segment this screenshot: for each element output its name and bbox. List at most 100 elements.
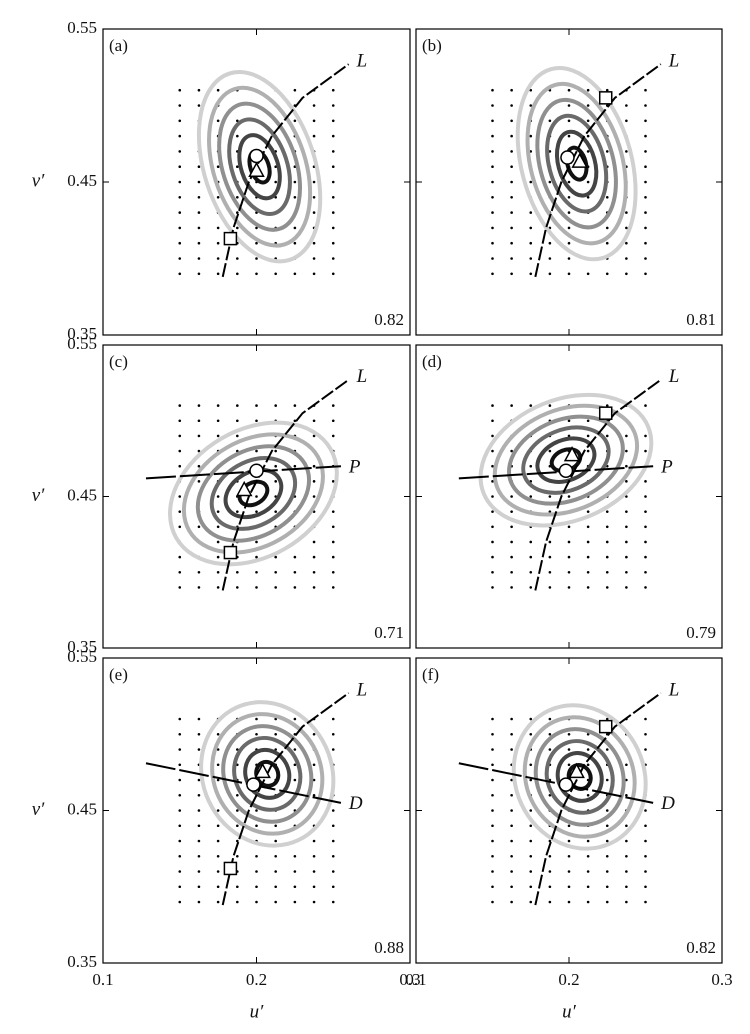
sample-dot [529, 226, 533, 230]
sample-dot [255, 824, 258, 828]
sample-dot [644, 88, 647, 92]
sample-dot [529, 134, 533, 138]
panel-label: (f) [422, 665, 439, 684]
sample-dot [491, 211, 494, 214]
sample-dot [567, 870, 571, 873]
sample-dot [491, 419, 494, 423]
sample-dot [548, 180, 552, 184]
sample-dot [529, 839, 533, 843]
sample-dot [644, 748, 647, 751]
sample-dot [178, 434, 182, 438]
sample-dot [529, 495, 533, 498]
sample-dot [510, 525, 513, 529]
sample-dot [491, 495, 494, 498]
sample-dot [236, 570, 239, 574]
sample-dot [331, 180, 335, 184]
sample-dot [510, 257, 513, 260]
sample-dot [236, 900, 239, 904]
contour-ring [545, 113, 609, 214]
sample-dot [312, 854, 316, 858]
sample-dot [236, 586, 239, 589]
sample-dot [644, 540, 647, 544]
sample-dot [605, 824, 609, 828]
sample-dot [567, 763, 571, 767]
sample-dot [605, 885, 609, 889]
sample-dot [331, 404, 335, 407]
sample-dot [586, 793, 590, 797]
sample-dot [644, 870, 647, 873]
sample-dot [567, 419, 571, 423]
sample-dot [605, 839, 609, 843]
triangle-marker [254, 762, 271, 779]
sample-dot [255, 272, 258, 276]
sample-dot [178, 88, 182, 92]
sample-dot [605, 809, 609, 812]
sample-dot [216, 419, 220, 423]
sample-dot [644, 211, 647, 214]
sample-dot [605, 778, 609, 782]
sample-dot [586, 434, 590, 438]
sample-dot [216, 434, 220, 438]
sample-dot [274, 165, 277, 168]
sample-dot [293, 404, 297, 407]
sample-dot [293, 570, 297, 574]
sample-dot [510, 510, 513, 513]
sample-dot [529, 88, 533, 92]
sample-dot [216, 586, 220, 589]
sample-dot [216, 748, 220, 751]
sample-dot [625, 480, 628, 483]
sample-dot [605, 570, 609, 574]
sample-dot [331, 732, 335, 736]
sample-dot [331, 226, 335, 230]
x-tick-label: 0.1 [405, 970, 426, 989]
sample-dot [293, 900, 297, 904]
sample-dot [293, 180, 297, 184]
sample-dot [178, 449, 182, 453]
sample-dot [312, 272, 316, 276]
sample-dot [586, 570, 590, 574]
sample-dot [491, 404, 494, 407]
sample-dot [567, 272, 571, 276]
sample-dot [312, 793, 316, 797]
sample-dot [548, 510, 552, 513]
sample-dot [586, 419, 590, 423]
sample-dot [491, 763, 494, 767]
sample-dot [510, 570, 513, 574]
sample-dot [331, 586, 335, 589]
sample-dot [197, 404, 201, 407]
sample-dot [644, 150, 647, 153]
sample-dot [510, 104, 513, 107]
sample-dot [548, 449, 552, 453]
plot-area [491, 63, 662, 278]
sample-dot [197, 272, 201, 276]
sample-dot [491, 241, 494, 245]
sample-dot [586, 510, 590, 513]
sample-dot [293, 119, 297, 123]
sample-dot [293, 165, 297, 168]
sample-dot [255, 870, 258, 873]
sample-dot [312, 900, 316, 904]
sample-dot [178, 134, 182, 138]
sample-dot [331, 854, 335, 858]
sample-dot [644, 495, 647, 498]
sample-dot [510, 824, 513, 828]
y-tick-label: 0.55 [67, 334, 97, 353]
sample-dot [510, 134, 513, 138]
sample-dot [625, 449, 628, 453]
sample-dot [605, 196, 609, 199]
sample-dot [293, 88, 297, 92]
locus-line [145, 465, 341, 480]
sample-dot [586, 748, 590, 751]
panel: 0.35 0.45 0.55 v′ L (a) 0.82 [32, 18, 411, 343]
sample-dot [197, 104, 201, 107]
sample-dot [586, 839, 590, 843]
sample-dot [331, 104, 335, 107]
sample-dot [216, 839, 220, 843]
sample-dot [312, 196, 316, 199]
panel-label: (a) [109, 36, 128, 55]
sample-dot [586, 854, 590, 858]
sample-dot [548, 241, 552, 245]
sample-dot [529, 404, 533, 407]
sample-dot [274, 570, 277, 574]
triangle-marker [235, 480, 253, 497]
